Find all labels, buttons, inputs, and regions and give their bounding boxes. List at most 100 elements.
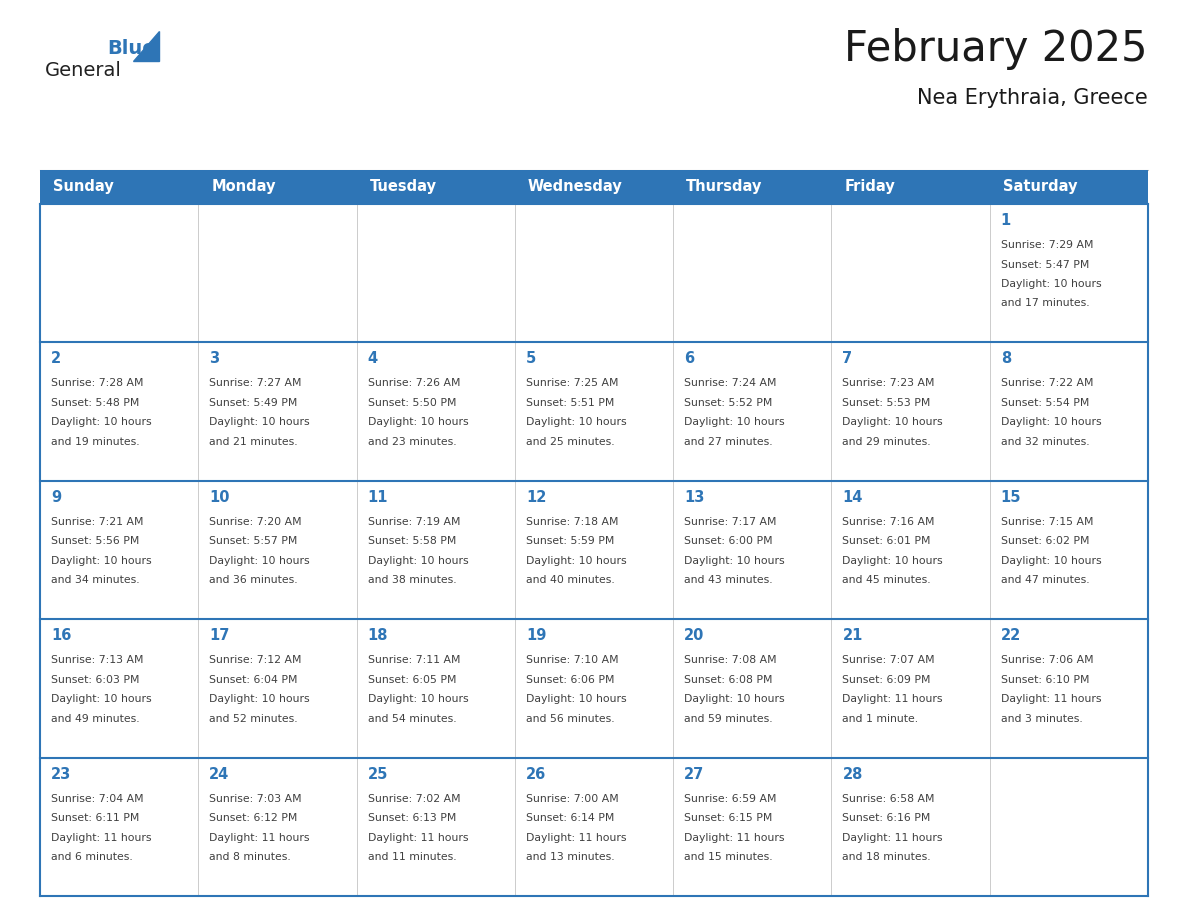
Text: and 17 minutes.: and 17 minutes. (1000, 298, 1089, 308)
Bar (674, 342, 832, 481)
Text: Daylight: 10 hours: Daylight: 10 hours (209, 694, 310, 704)
Text: Sunrise: 7:16 AM: Sunrise: 7:16 AM (842, 517, 935, 527)
Text: Sunset: 5:50 PM: Sunset: 5:50 PM (367, 397, 456, 408)
Text: Daylight: 10 hours: Daylight: 10 hours (684, 555, 785, 565)
Bar (356, 204, 514, 342)
Text: and 27 minutes.: and 27 minutes. (684, 437, 772, 447)
Bar (356, 757, 514, 896)
Text: 3: 3 (209, 352, 220, 366)
Text: Sunrise: 7:13 AM: Sunrise: 7:13 AM (51, 655, 144, 666)
Text: 26: 26 (526, 767, 546, 781)
Text: 10: 10 (209, 490, 229, 505)
Text: Sunset: 6:01 PM: Sunset: 6:01 PM (842, 536, 931, 546)
Text: Sunrise: 7:15 AM: Sunrise: 7:15 AM (1000, 517, 1093, 527)
Text: Sunrise: 6:59 AM: Sunrise: 6:59 AM (684, 793, 777, 803)
Text: Sunrise: 7:24 AM: Sunrise: 7:24 AM (684, 378, 777, 388)
Text: and 11 minutes.: and 11 minutes. (367, 852, 456, 862)
Text: Sunset: 6:00 PM: Sunset: 6:00 PM (684, 536, 772, 546)
Text: Nea Erythraia, Greece: Nea Erythraia, Greece (917, 88, 1148, 108)
Text: Daylight: 11 hours: Daylight: 11 hours (367, 833, 468, 843)
Bar (40, 757, 198, 896)
Text: Sunset: 6:12 PM: Sunset: 6:12 PM (209, 813, 298, 823)
Bar (674, 204, 832, 342)
Text: Sunset: 5:56 PM: Sunset: 5:56 PM (51, 536, 139, 546)
Text: Sunset: 5:59 PM: Sunset: 5:59 PM (526, 536, 614, 546)
Text: Sunrise: 7:11 AM: Sunrise: 7:11 AM (367, 655, 460, 666)
Text: and 52 minutes.: and 52 minutes. (209, 713, 298, 723)
Text: Sunset: 5:49 PM: Sunset: 5:49 PM (209, 397, 298, 408)
Bar (40, 342, 198, 481)
Bar (674, 481, 832, 620)
Text: and 38 minutes.: and 38 minutes. (367, 576, 456, 586)
Text: 23: 23 (51, 767, 71, 781)
Text: Sunset: 5:47 PM: Sunset: 5:47 PM (1000, 260, 1089, 270)
Text: Sunset: 5:58 PM: Sunset: 5:58 PM (367, 536, 456, 546)
Text: Sunset: 6:09 PM: Sunset: 6:09 PM (842, 675, 931, 685)
Text: 2: 2 (51, 352, 61, 366)
Text: and 32 minutes.: and 32 minutes. (1000, 437, 1089, 447)
Text: and 29 minutes.: and 29 minutes. (842, 437, 931, 447)
Text: Daylight: 11 hours: Daylight: 11 hours (1000, 694, 1101, 704)
Bar (40, 620, 198, 757)
Text: 7: 7 (842, 352, 853, 366)
Text: Sunset: 6:06 PM: Sunset: 6:06 PM (526, 675, 614, 685)
Text: and 21 minutes.: and 21 minutes. (209, 437, 298, 447)
Bar (990, 757, 1148, 896)
Bar (198, 342, 356, 481)
Text: February 2025: February 2025 (845, 28, 1148, 70)
Text: Daylight: 11 hours: Daylight: 11 hours (526, 833, 626, 843)
Text: Sunset: 6:15 PM: Sunset: 6:15 PM (684, 813, 772, 823)
Text: General: General (45, 61, 122, 80)
Text: Daylight: 10 hours: Daylight: 10 hours (209, 555, 310, 565)
Text: Daylight: 10 hours: Daylight: 10 hours (51, 694, 152, 704)
Bar (990, 481, 1148, 620)
Bar (674, 620, 832, 757)
Text: and 34 minutes.: and 34 minutes. (51, 576, 140, 586)
Text: 14: 14 (842, 490, 862, 505)
Text: Daylight: 10 hours: Daylight: 10 hours (842, 418, 943, 428)
Text: Sunset: 6:04 PM: Sunset: 6:04 PM (209, 675, 298, 685)
Bar (514, 757, 674, 896)
Bar (514, 620, 674, 757)
Text: Sunrise: 7:08 AM: Sunrise: 7:08 AM (684, 655, 777, 666)
Text: and 40 minutes.: and 40 minutes. (526, 576, 614, 586)
Text: Sunset: 6:16 PM: Sunset: 6:16 PM (842, 813, 931, 823)
Text: and 54 minutes.: and 54 minutes. (367, 713, 456, 723)
Text: Sunrise: 7:00 AM: Sunrise: 7:00 AM (526, 793, 619, 803)
Text: Sunset: 6:08 PM: Sunset: 6:08 PM (684, 675, 772, 685)
Bar (356, 342, 514, 481)
Text: Sunset: 6:05 PM: Sunset: 6:05 PM (367, 675, 456, 685)
Text: Sunrise: 7:17 AM: Sunrise: 7:17 AM (684, 517, 777, 527)
Text: 9: 9 (51, 490, 61, 505)
Bar (198, 757, 356, 896)
Bar (356, 481, 514, 620)
Text: 21: 21 (842, 628, 862, 644)
Text: 8: 8 (1000, 352, 1011, 366)
Bar (198, 620, 356, 757)
Text: Sunset: 6:14 PM: Sunset: 6:14 PM (526, 813, 614, 823)
Text: Sunrise: 7:03 AM: Sunrise: 7:03 AM (209, 793, 302, 803)
Text: Daylight: 11 hours: Daylight: 11 hours (51, 833, 152, 843)
Text: Daylight: 10 hours: Daylight: 10 hours (51, 555, 152, 565)
Text: Daylight: 10 hours: Daylight: 10 hours (684, 418, 785, 428)
Text: Sunset: 6:03 PM: Sunset: 6:03 PM (51, 675, 139, 685)
Bar (990, 620, 1148, 757)
Text: Daylight: 11 hours: Daylight: 11 hours (684, 833, 784, 843)
Text: Daylight: 10 hours: Daylight: 10 hours (51, 418, 152, 428)
Text: and 59 minutes.: and 59 minutes. (684, 713, 772, 723)
Text: Daylight: 10 hours: Daylight: 10 hours (367, 418, 468, 428)
Bar (198, 481, 356, 620)
Text: Sunrise: 7:27 AM: Sunrise: 7:27 AM (209, 378, 302, 388)
Text: Sunrise: 7:07 AM: Sunrise: 7:07 AM (842, 655, 935, 666)
Bar (40, 204, 198, 342)
Text: Saturday: Saturday (1003, 180, 1078, 195)
Text: 4: 4 (367, 352, 378, 366)
Text: 5: 5 (526, 352, 536, 366)
Text: and 19 minutes.: and 19 minutes. (51, 437, 140, 447)
Bar (832, 342, 990, 481)
Text: Friday: Friday (845, 180, 896, 195)
Text: Daylight: 10 hours: Daylight: 10 hours (1000, 555, 1101, 565)
Text: Sunset: 6:11 PM: Sunset: 6:11 PM (51, 813, 139, 823)
Text: 11: 11 (367, 490, 388, 505)
Text: 25: 25 (367, 767, 388, 781)
